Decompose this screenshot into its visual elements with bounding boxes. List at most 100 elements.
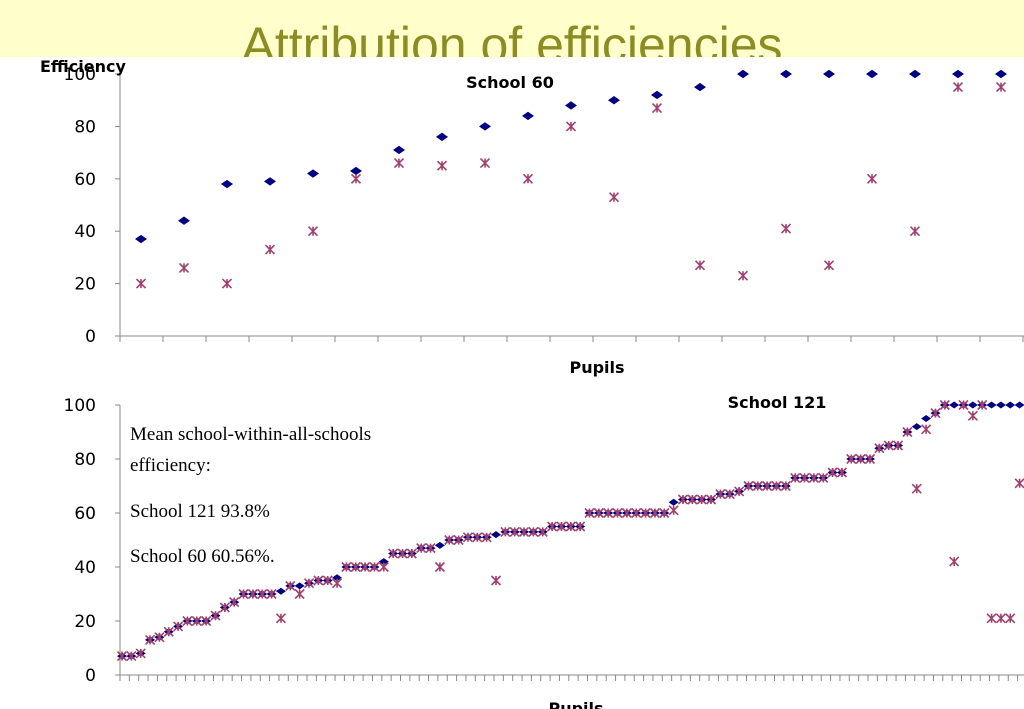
star-point (1005, 613, 1016, 624)
star-point (341, 561, 352, 573)
star-point (874, 443, 885, 454)
star-point (547, 521, 558, 532)
star-point (911, 483, 922, 494)
diamond-point (911, 423, 922, 431)
star-point (958, 399, 969, 411)
star-point (518, 526, 530, 537)
star-point (651, 102, 663, 114)
star-point (462, 532, 474, 543)
star-point (360, 561, 371, 573)
star-point (771, 480, 782, 492)
star-point (434, 561, 445, 573)
diamond-point (608, 96, 620, 105)
star-point (397, 548, 408, 559)
star-point (1014, 478, 1024, 489)
diamond-point (921, 415, 932, 422)
star-point (621, 507, 632, 519)
star-point (949, 556, 960, 567)
star-point (640, 507, 651, 519)
star-point (294, 588, 305, 600)
star-point (264, 244, 276, 255)
star-point (565, 521, 576, 532)
diamond-point (178, 216, 190, 225)
title-band (0, 0, 1024, 57)
star-point (178, 262, 190, 273)
star-point (995, 613, 1006, 624)
diamond-point (967, 401, 978, 409)
star-point (154, 632, 165, 643)
diamond-point (780, 69, 792, 79)
y-tick-label: 20 (74, 612, 96, 632)
chart-title: School 60 (466, 73, 554, 92)
diamond-point (737, 69, 749, 79)
y-tick-label: 80 (74, 450, 96, 470)
star-point (135, 278, 147, 289)
star-point (285, 580, 296, 591)
star-point (481, 532, 492, 543)
star-point (522, 173, 534, 184)
star-point (939, 399, 950, 411)
star-point (593, 507, 604, 519)
diamond-point (264, 177, 276, 186)
star-point (135, 648, 146, 659)
star-point (836, 467, 848, 478)
star-point (221, 278, 233, 289)
star-point (864, 453, 876, 465)
diamond-point (393, 145, 405, 155)
diamond-point (221, 179, 233, 189)
star-point (416, 543, 427, 554)
diamond-point (479, 122, 491, 131)
diamond-point (651, 90, 663, 100)
diamond-point (275, 587, 286, 595)
star-point (275, 613, 287, 624)
star-point (369, 561, 380, 573)
star-point (406, 548, 417, 559)
star-point (388, 548, 399, 559)
diamond-point (436, 132, 448, 142)
star-point (163, 626, 174, 637)
star-point (472, 532, 483, 543)
star-point (909, 226, 921, 237)
star-point (762, 480, 773, 492)
star-point (808, 472, 819, 483)
star-point (668, 505, 679, 516)
star-point (313, 575, 324, 586)
diamond-point (995, 69, 1007, 79)
diamond-point (332, 574, 343, 582)
star-point (182, 615, 193, 627)
star-point (116, 651, 128, 662)
y-tick-label: 60 (74, 170, 96, 190)
star-point (892, 440, 904, 451)
y-tick-label: 100 (64, 65, 96, 85)
y-tick-label: 0 (85, 666, 96, 686)
star-point (556, 521, 567, 532)
star-point (247, 588, 258, 600)
diamond-point (294, 582, 305, 590)
star-point (565, 121, 577, 132)
star-point (866, 173, 878, 184)
diamond-point (1014, 401, 1024, 409)
y-tick-label: 20 (74, 275, 96, 295)
star-point (229, 597, 240, 608)
diamond-point (995, 401, 1006, 409)
star-point (479, 158, 491, 169)
star-point (453, 534, 464, 546)
star-point (883, 440, 894, 451)
star-point (715, 489, 726, 500)
diamond-point (378, 558, 389, 566)
star-point (952, 82, 964, 93)
y-axis-label: Efficiency (40, 57, 126, 76)
star-point (687, 494, 698, 505)
star-point (659, 507, 670, 519)
diamond-point (823, 69, 835, 79)
star-point (752, 480, 763, 492)
star-point (823, 260, 835, 271)
star-point (350, 173, 362, 184)
star-point (921, 424, 932, 435)
star-point (737, 270, 749, 281)
star-point (238, 588, 249, 600)
star-point (705, 494, 717, 505)
diamond-point (565, 101, 577, 110)
